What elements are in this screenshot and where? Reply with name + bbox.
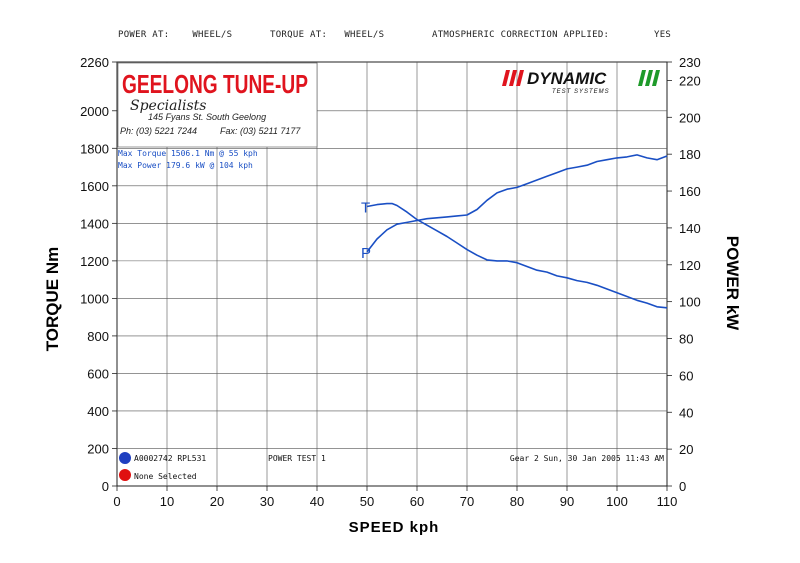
tick-labels: 0 10 20 30 40 50 60 70 80 90 100 110020040060080010…: [80, 55, 701, 509]
y-tick-label-right: 0: [679, 479, 686, 494]
y-tick-label-left: 1200: [80, 254, 109, 269]
y-tick-label-left: 400: [87, 404, 109, 419]
logo-title: GEELONG TUNE-UP: [122, 69, 308, 99]
grid: [112, 61, 672, 491]
plot-frame: [116, 61, 668, 487]
y-tick-label-right: 140: [679, 221, 701, 236]
x-tick-label: 20: [210, 494, 224, 509]
run1-marker: [119, 452, 131, 464]
y-tick-label-right: 180: [679, 147, 701, 162]
y-tick-label-left: 600: [87, 366, 109, 381]
y-tick-label-right: 120: [679, 258, 701, 273]
y-tick-label-left: 1600: [80, 179, 109, 194]
x-tick-label: 10: [160, 494, 174, 509]
x-tick-label: 80: [510, 494, 524, 509]
logo-dynamic-title: DYNAMIC: [527, 69, 607, 88]
x-axis-title: SPEED kph: [349, 519, 440, 536]
x-tick-label: 50: [360, 494, 374, 509]
max-torque-info: Max Torque 1506.1 Nm @ 55 kph: [118, 149, 258, 158]
header-torque-at: TORQUE AT: WHEEL/S: [270, 30, 385, 40]
y-tick-label-left: 2260: [80, 55, 109, 70]
run2-label: None Selected: [134, 472, 197, 481]
series-label-p: P: [361, 245, 371, 262]
logo-geelong-tune-up: GEELONG TUNE-UP Specialists 145 Fyans St…: [117, 62, 318, 148]
y-tick-label-right: 100: [679, 295, 701, 310]
logo-dynamic-sub: TEST SYSTEMS: [552, 89, 610, 95]
y-axis-title-left: TORQUE Nm: [43, 247, 62, 352]
logo-phone: Ph: (03) 5221 7244: [120, 126, 197, 136]
logo-dynamic: DYNAMIC TEST SYSTEMS: [502, 69, 660, 95]
x-tick-label: 70: [460, 494, 474, 509]
y-tick-label-right: 40: [679, 405, 693, 420]
y-tick-label-left: 1000: [80, 291, 109, 306]
x-tick-label: 90: [560, 494, 574, 509]
run2-marker: [119, 469, 131, 481]
header-atmos-value: YES: [654, 30, 672, 40]
y-tick-label-left: 200: [87, 441, 109, 456]
x-tick-label: 110: [657, 494, 678, 509]
y-tick-label-left: 1400: [80, 216, 109, 231]
y-axis-title-right: POWER kW: [723, 236, 742, 331]
run1-label: A0002742 RPL531: [134, 454, 206, 463]
header-power-at: POWER AT: WHEEL/S: [118, 30, 233, 40]
y-tick-label-left: 800: [87, 329, 109, 344]
y-tick-label-left: 1800: [80, 141, 109, 156]
y-tick-label-right: 160: [679, 184, 701, 199]
series-line-p: [366, 154, 668, 253]
logo-script: Specialists: [130, 98, 206, 114]
x-tick-label: 40: [310, 494, 324, 509]
y-tick-label-right: 230: [679, 55, 701, 70]
y-tick-label-right: 60: [679, 368, 693, 383]
gear-date-label: Gear 2 Sun, 30 Jan 2005 11:43 AM: [510, 454, 664, 463]
x-tick-label: 0: [113, 494, 120, 509]
y-tick-label-right: 220: [679, 73, 701, 88]
footer-legend: A0002742 RPL531 None Selected POWER TEST…: [119, 452, 664, 481]
y-tick-label-right: 80: [679, 332, 693, 347]
x-tick-label: 30: [260, 494, 274, 509]
series-layer: TP: [361, 154, 668, 309]
y-tick-label-left: 0: [102, 479, 109, 494]
y-tick-label-right: 200: [679, 110, 701, 125]
x-tick-label: 100: [606, 494, 628, 509]
y-tick-label-right: 20: [679, 442, 693, 457]
max-power-info: Max Power 179.6 kW @ 104 kph: [118, 161, 253, 170]
series-label-t: T: [361, 199, 370, 216]
x-tick-label: 60: [410, 494, 424, 509]
logo-fax: Fax: (03) 5211 7177: [220, 126, 301, 136]
header-atmos: ATMOSPHERIC CORRECTION APPLIED:: [432, 30, 610, 40]
logo-address: 145 Fyans St. South Geelong: [148, 112, 266, 122]
series-line-t: [366, 202, 668, 309]
y-tick-label-left: 2000: [80, 104, 109, 119]
test-label: POWER TEST 1: [268, 454, 326, 463]
